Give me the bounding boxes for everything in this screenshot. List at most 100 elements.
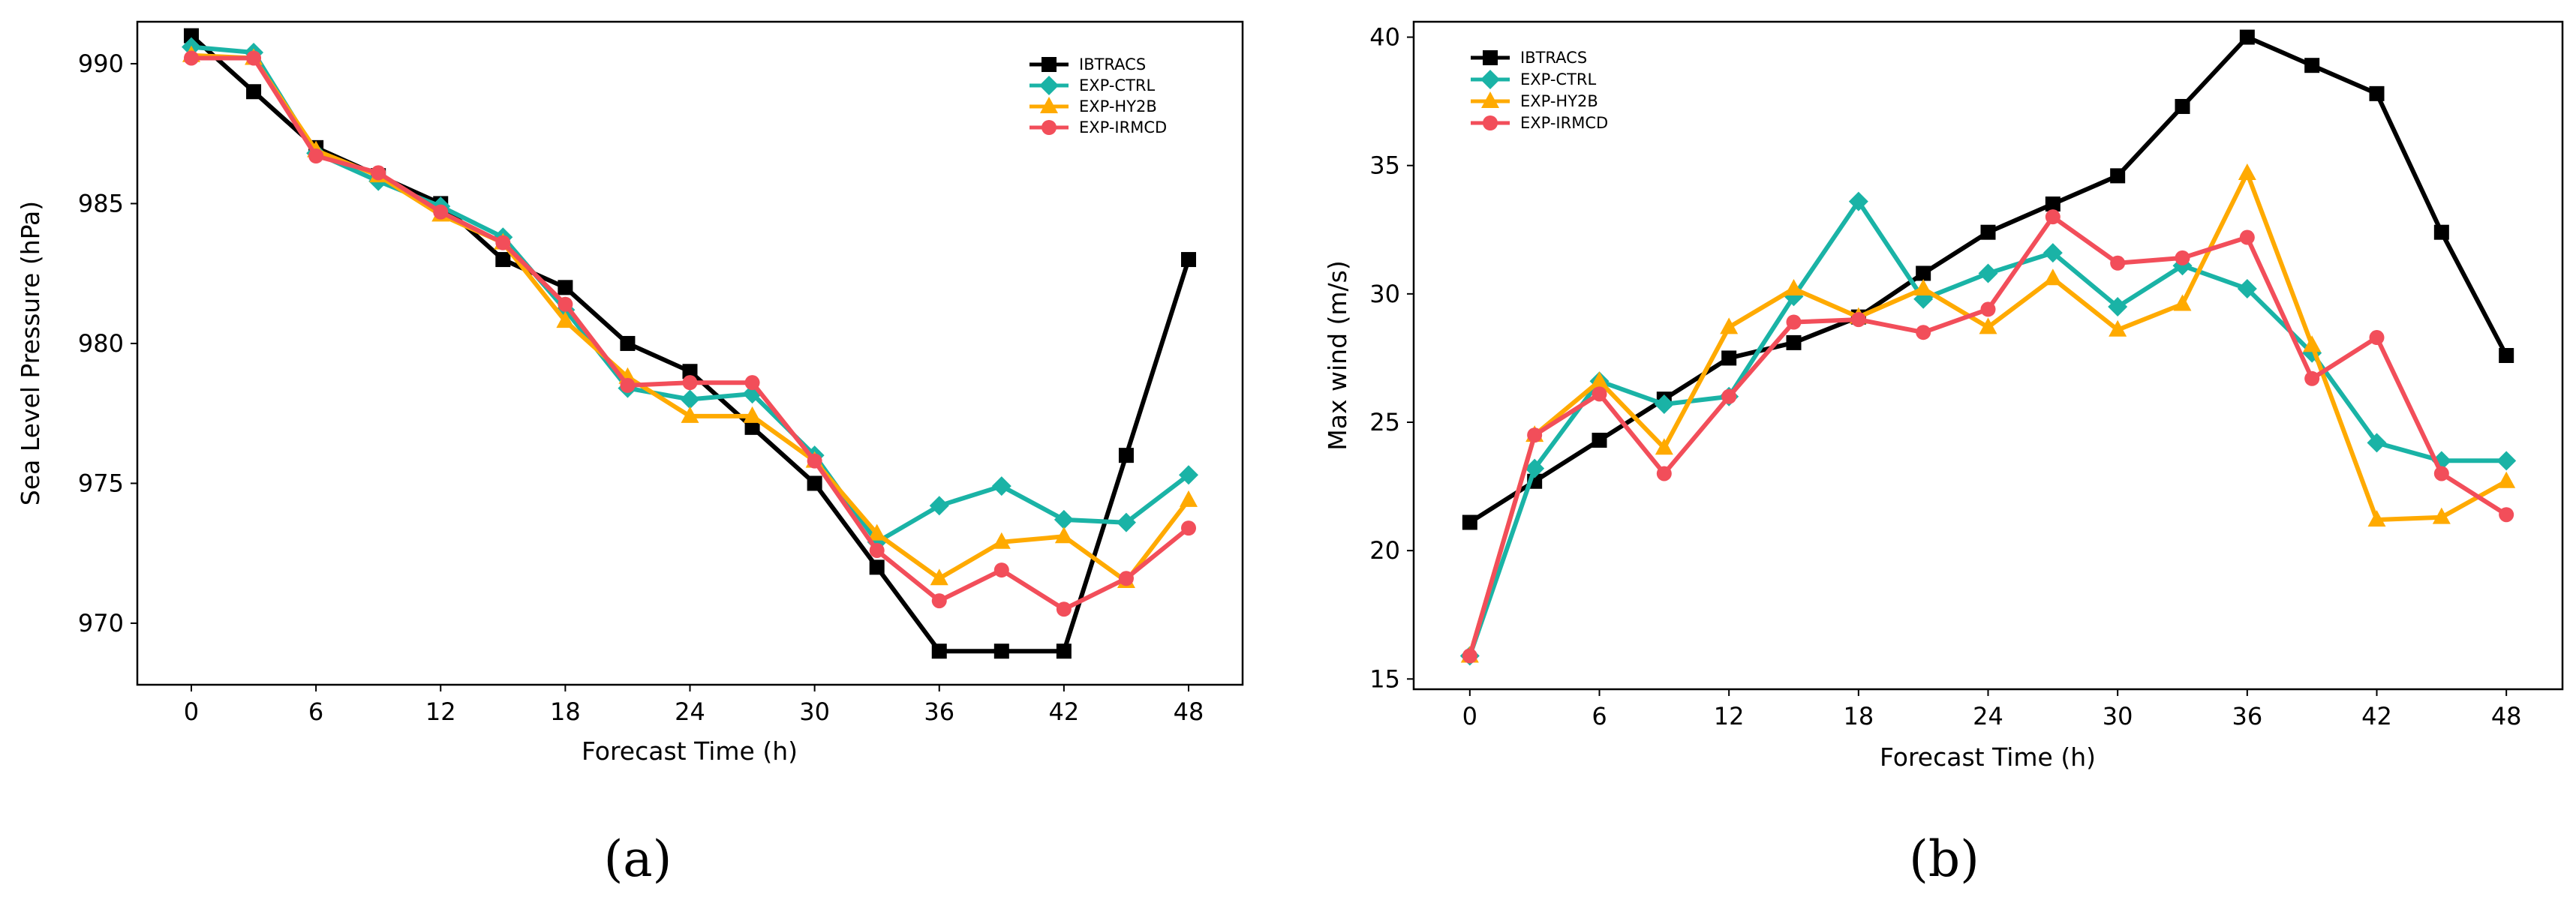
panel-b-xtick-label: 42 [2361,702,2392,730]
panel-a-legend-label-exp-ctrl: EXP-CTRL [1079,76,1156,94]
panel-a-point-exp-hy2b [1180,490,1198,507]
panel-a-point-exp-hy2b [930,568,948,586]
panel-a-point-exp-irmcd [620,377,636,393]
panel-a-point-ibtracs [869,560,885,575]
panel-b-point-ibtracs [1462,514,1477,530]
panel-a-point-exp-irmcd [1118,571,1134,586]
panel-a-legend-marker-ibtracs [1042,57,1057,72]
panel-b-ytick-label: 20 [1369,536,1400,565]
panel-b-point-exp-irmcd [2239,230,2255,245]
panel-a-xtick-label: 48 [1174,698,1204,726]
panel-a-point-exp-irmcd [308,148,324,164]
panel-a-caption: (a) [604,830,672,888]
panel-a-xtick-label: 30 [799,698,830,726]
panel-b-point-exp-hy2b [1914,279,1933,296]
panel-b-xtick-label: 18 [1843,702,1874,730]
panel-b-point-exp-hy2b [2238,163,2256,180]
panel-b-point-exp-hy2b [2043,268,2062,286]
panel-b: 0 6 12 18 24 30 36 42 48 15 20 25 30 35 40 IBTRACS EXP… [1323,20,2564,888]
panel-b-ytick-label: 30 [1369,280,1400,308]
panel-a-point-ibtracs [183,28,199,44]
panel-a-point-exp-irmcd [433,204,449,220]
panel-a-point-exp-ctrl [680,389,700,410]
panel-b-ytick-label: 35 [1369,152,1400,180]
panel-a-xtick-label: 0 [184,698,199,726]
panel-b-point-exp-hy2b [2109,320,2127,337]
panel-a-point-exp-hy2b [743,406,762,423]
panel-b-point-exp-irmcd [1527,428,1543,443]
panel-a-point-ibtracs [495,252,511,268]
panel-b-point-ibtracs [2175,98,2190,114]
panel-b-legend-label-ibtracs: IBTRACS [1520,49,1587,67]
panel-a-point-exp-ctrl [1054,509,1074,530]
panel-a-xtick-label: 12 [425,698,456,726]
panel-a-ytick-label: 990 [78,50,124,78]
panel-b-series-ibtracs [1462,29,2514,530]
panel-a-point-exp-hy2b [681,406,699,423]
panel-a-point-ibtracs [931,644,947,659]
panel-b-point-exp-hy2b [2432,507,2451,524]
panel-a-point-exp-irmcd [558,296,573,312]
panel-b-point-exp-ctrl [2108,296,2128,316]
panel-a-point-ibtracs [620,335,636,351]
panel-b-point-ibtracs [2433,224,2449,240]
panel-a-point-exp-ctrl [1179,465,1199,485]
panel-b-legend-marker-exp-irmcd [1483,116,1498,130]
panel-b-point-exp-irmcd [2433,466,2449,482]
panel-b-point-ibtracs [1980,224,1996,240]
panel-b-xtick-label: 24 [1973,702,2003,730]
panel-b-point-ibtracs [2045,196,2060,212]
panel-b-point-exp-irmcd [2045,209,2060,225]
panel-a-legend-label-ibtracs: IBTRACS [1079,56,1146,74]
panel-a-legend-label-exp-irmcd: EXP-IRMCD [1079,118,1167,136]
panel-b-point-exp-irmcd [2304,370,2320,386]
panel-b-series-exp-irmcd [1462,209,2514,664]
panel-a-point-exp-ctrl [991,476,1011,496]
panel-b-point-exp-ctrl [2496,451,2517,471]
panel-b-point-ibtracs [1786,334,1802,350]
panel-a-point-exp-hy2b [1054,526,1073,544]
panel-a-legend-marker-exp-ctrl [1039,76,1059,95]
panel-b-point-exp-hy2b [2173,294,2192,311]
panel-b-point-exp-irmcd [1850,312,1866,328]
panel-a-xtick-label: 18 [550,698,581,726]
panel-b-point-exp-hy2b [1655,438,1673,455]
panel-a-point-exp-irmcd [682,375,698,391]
panel-b-point-ibtracs [2304,58,2320,74]
panel-b-point-exp-irmcd [1721,388,1737,404]
panel-b-point-exp-ctrl [1654,394,1674,415]
panel-b-point-exp-hy2b [1784,279,1803,296]
panel-a-point-ibtracs [1056,644,1072,659]
panel-a-point-ibtracs [558,280,573,296]
panel-b-point-exp-irmcd [2369,330,2385,346]
panel-b-point-exp-irmcd [1980,302,1996,317]
panel-a-point-exp-irmcd [495,235,511,250]
panel-a-ytick-label: 975 [78,469,124,497]
panel-b-caption: (b) [1909,830,1979,888]
panel-a-ytick-label: 980 [78,329,124,358]
panel-a-xtick-label: 36 [924,698,954,726]
panel-a-xlabel: Forecast Time (h) [582,736,798,766]
panel-b-point-exp-irmcd [1786,314,1802,330]
panel-a-legend-marker-exp-irmcd [1042,120,1057,135]
panel-b-legend: IBTRACS EXP-CTRL EXP-HY2B EXP-IRMCD [1471,49,1608,132]
panel-a-point-exp-irmcd [993,562,1009,578]
panel-b-point-ibtracs [1592,432,1607,448]
panel-a-point-exp-irmcd [371,165,386,181]
panel-b-legend-label-exp-ctrl: EXP-CTRL [1520,70,1597,88]
panel-a-point-exp-irmcd [807,453,822,469]
panel-b-point-exp-irmcd [1916,325,1931,340]
panel-b-ytick-label: 25 [1369,408,1400,436]
panel-b-point-ibtracs [2239,29,2255,45]
panel-b-point-ibtracs [1721,350,1737,366]
panel-a-point-ibtracs [246,84,262,100]
panel-b-point-exp-hy2b [1979,317,1997,334]
panel-b-point-exp-irmcd [1656,466,1672,482]
panel-b-point-exp-ctrl [2237,279,2257,298]
panel-a-point-exp-irmcd [183,50,199,66]
panel-b-xtick-label: 30 [2103,702,2133,730]
panel-a-xtick-label: 42 [1049,698,1080,726]
panel-b-point-exp-irmcd [2499,507,2514,523]
panel-a-point-ibtracs [744,419,760,435]
